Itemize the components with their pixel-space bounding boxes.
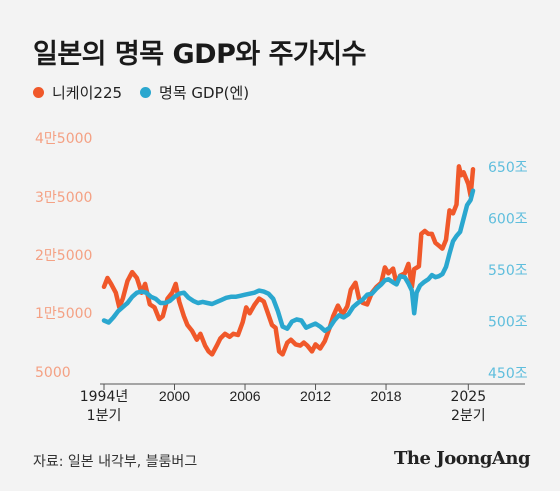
- legend-swatch-gdp: [140, 87, 152, 98]
- legend-label-nikkei: 니케이225: [52, 84, 123, 102]
- right-axis-label: 450조: [488, 366, 528, 382]
- legend-item-nikkei: 니케이225: [33, 82, 122, 103]
- chart-title: 일본의 명목 GDP와 주가지수: [33, 39, 366, 70]
- legend-item-gdp: 명목 GDP(엔): [140, 82, 249, 103]
- right-axis-label: 550조: [488, 263, 528, 279]
- left-axis-label: 2만5000: [35, 248, 92, 264]
- series-line-nikkei: [101, 164, 476, 357]
- left-axis-label: 5000: [35, 365, 71, 381]
- x-tick-label: 2006: [229, 388, 260, 404]
- x-tick-label: 2000: [159, 388, 190, 404]
- x-tick-label-last: 2025: [450, 389, 486, 405]
- left-axis-label: 4만5000: [35, 131, 92, 147]
- legend-label-gdp: 명목 GDP(엔): [159, 84, 250, 102]
- legend: 니케이225 명목 GDP(엔): [33, 82, 267, 103]
- series-line-gdp: [101, 188, 476, 334]
- right-axis-label: 600조: [488, 212, 528, 228]
- x-tick-label-first: 1994년: [80, 389, 129, 405]
- x-tick-label-last: 2분기: [451, 408, 486, 424]
- left-axis-label: 3만5000: [35, 190, 92, 206]
- x-tick-label: 2012: [300, 388, 331, 404]
- right-axis-label: 500조: [488, 315, 528, 331]
- source-note: 자료: 일본 내각부, 블룸버그: [33, 454, 198, 470]
- x-tick-label: 2018: [370, 388, 401, 404]
- left-axis-label: 1만5000: [35, 306, 92, 322]
- legend-swatch-nikkei: [33, 87, 44, 98]
- brand-logo: The JoongAng: [394, 448, 531, 469]
- x-tick-label-first: 1분기: [87, 408, 122, 424]
- right-axis-label: 650조: [488, 160, 528, 176]
